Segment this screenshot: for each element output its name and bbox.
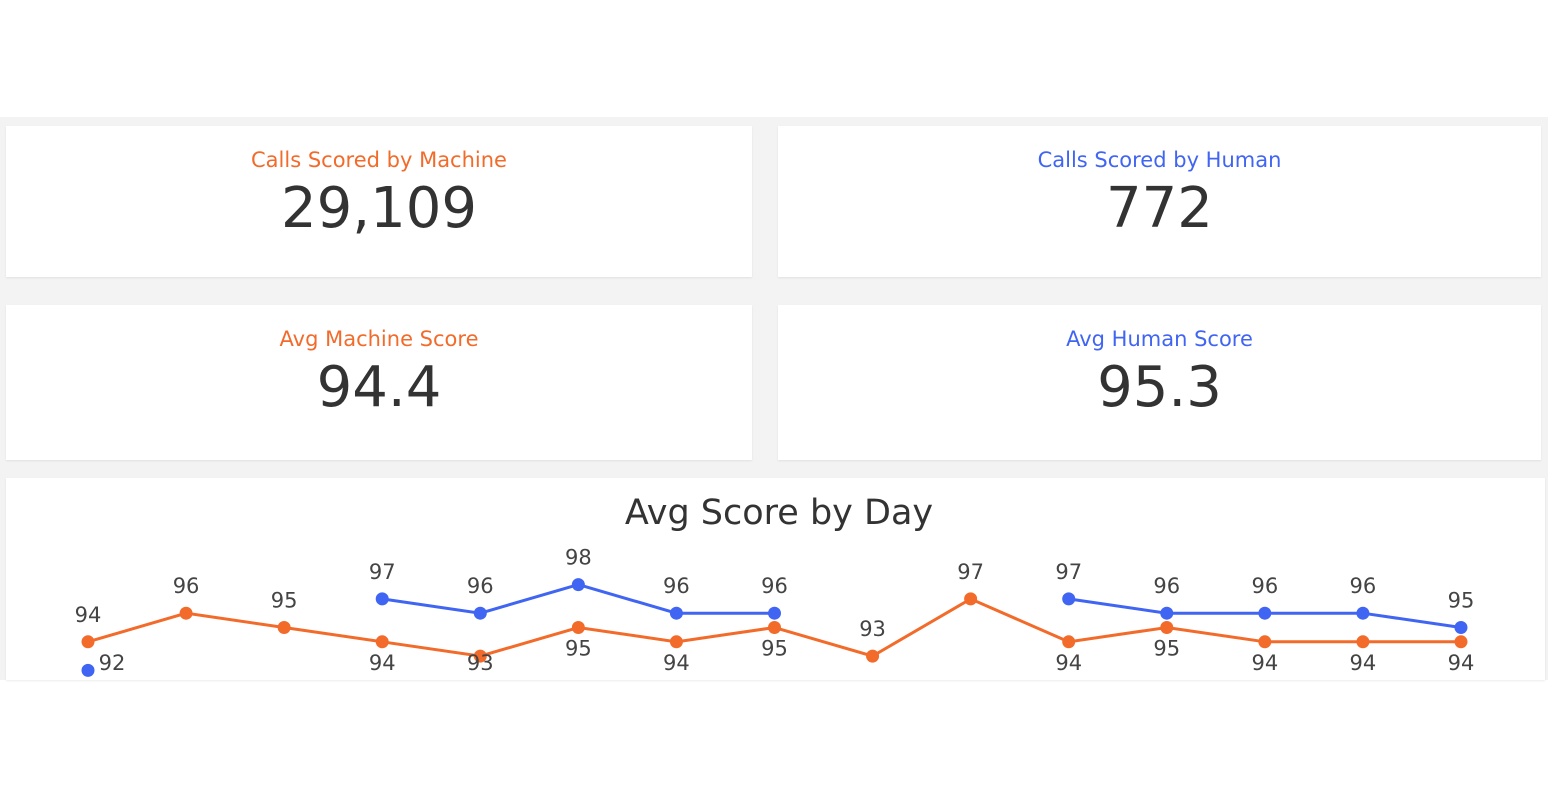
point: [81, 635, 95, 649]
point: [1062, 592, 1076, 606]
point: [473, 606, 487, 620]
kpi-card: Calls Scored by Human 772: [778, 126, 1541, 277]
data-label: 96: [663, 574, 690, 598]
data-label: 94: [1350, 651, 1377, 675]
data-label: 95: [761, 637, 788, 661]
point: [375, 592, 389, 606]
data-label: 94: [75, 603, 102, 627]
data-label: 94: [663, 651, 690, 675]
point: [81, 663, 95, 677]
kpi-title: Avg Machine Score: [279, 327, 479, 351]
point: [277, 621, 291, 634]
kpi-title: Calls Scored by Machine: [251, 148, 507, 172]
series-line: [381, 583, 1462, 629]
point: [669, 635, 683, 649]
data-label: 93: [467, 651, 494, 675]
kpi-card: Avg Human Score 95.3: [778, 305, 1541, 460]
data-label: 96: [1350, 574, 1377, 598]
point: [179, 606, 193, 620]
point: [1160, 606, 1174, 620]
point: [1454, 621, 1468, 634]
kpi-title: Avg Human Score: [1066, 327, 1253, 351]
point: [1258, 606, 1272, 620]
point: [375, 635, 389, 649]
point: [571, 621, 585, 634]
point: [1062, 635, 1076, 649]
data-label: 94: [1448, 651, 1475, 675]
data-label: 96: [1251, 574, 1278, 598]
point: [767, 606, 781, 620]
point: [1356, 635, 1370, 649]
data-label: 96: [1153, 574, 1180, 598]
point: [473, 649, 487, 663]
chart-card: [6, 478, 1545, 680]
point: [1258, 635, 1272, 649]
data-label: 97: [1055, 560, 1082, 584]
chart-title: Avg Score by Day: [625, 493, 933, 533]
data-label: 95: [1153, 637, 1180, 661]
data-label: 95: [1448, 589, 1475, 613]
data-label: 95: [271, 589, 298, 613]
data-label: 95: [565, 637, 592, 661]
point: [866, 649, 880, 663]
point: [767, 621, 781, 634]
data-label: 97: [957, 560, 984, 584]
point: [1160, 621, 1174, 634]
kpi-title: Calls Scored by Human: [1037, 148, 1282, 172]
data-label: 94: [1251, 651, 1278, 675]
data-label: 94: [369, 651, 396, 675]
data-label: 92: [99, 651, 126, 675]
data-label: 98: [565, 546, 592, 570]
data-label: 96: [173, 574, 200, 598]
point: [964, 592, 978, 606]
data-label: 96: [467, 574, 494, 598]
data-label: 97: [369, 560, 396, 584]
point: [1454, 635, 1468, 649]
kpi-card: Calls Scored by Machine 29,109: [6, 126, 752, 277]
kpi-value: 94.4: [316, 355, 442, 420]
kpi-value: 95.3: [1097, 355, 1222, 420]
kpi-value: 29,109: [281, 176, 477, 241]
point: [669, 606, 683, 620]
data-label: 94: [1055, 651, 1082, 675]
data-label: 93: [859, 617, 886, 641]
point: [1356, 606, 1370, 620]
data-label: 96: [761, 574, 788, 598]
kpi-value: 772: [1106, 176, 1213, 241]
point: [571, 578, 585, 592]
kpi-card: Avg Machine Score 94.4: [6, 305, 752, 460]
